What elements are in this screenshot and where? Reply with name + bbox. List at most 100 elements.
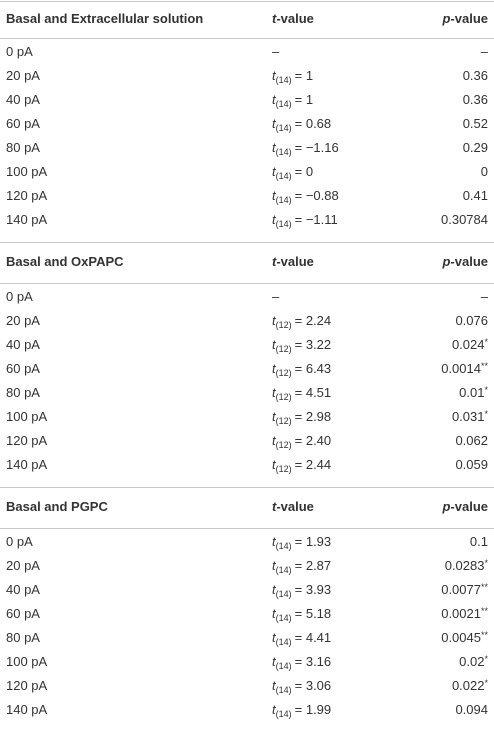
header-cell: t-value [272, 499, 314, 515]
t-statistic: = 1 [294, 92, 314, 107]
p-value: 0.031 [451, 409, 485, 424]
significance: ** [480, 361, 488, 371]
t-statistic: = 0 [294, 164, 314, 179]
t-symbol: t [272, 313, 276, 328]
cell: t(14) = −0.88 [272, 188, 339, 205]
cell: – [481, 289, 488, 305]
t-symbol: t [272, 433, 276, 448]
header-symbol: t [272, 499, 277, 514]
current: 0 pA [6, 289, 33, 304]
t-statistic: = 1.93 [294, 534, 332, 549]
cell: 0 [481, 164, 488, 180]
cell: t(14) = 3.16 [272, 654, 331, 671]
t-statistic: = 5.18 [294, 606, 332, 621]
p-value: 0.02 [459, 654, 485, 669]
t-symbol: t [272, 582, 276, 597]
p-value: 0.0021 [441, 606, 481, 621]
section-title: Basal and Extracellular solution [6, 11, 204, 26]
cell: 0.0014** [441, 361, 488, 377]
t-statistic: = 3.93 [294, 582, 332, 597]
significance: * [484, 558, 488, 568]
cell: t(14) = 3.93 [272, 582, 332, 599]
t-statistic: = −1.16 [294, 140, 339, 155]
degrees-of-freedom: (12) [275, 344, 292, 354]
current: 20 pA [6, 558, 40, 573]
cell: 0.30784 [441, 212, 488, 228]
current: 120 pA [6, 188, 48, 203]
p-value: 0.1 [469, 534, 488, 549]
t-symbol: t [272, 337, 276, 352]
rule [0, 242, 494, 243]
cell: 20 pA [6, 68, 40, 84]
section-title: Basal and OxPAPC [6, 254, 124, 269]
p-value: 0.0045 [441, 630, 481, 645]
t-symbol: t [272, 558, 276, 573]
t-symbol: t [272, 678, 276, 693]
significance: ** [480, 606, 488, 616]
cell: t(12) = 3.22 [272, 337, 332, 354]
t-statistic: = 2.87 [294, 558, 332, 573]
cell: t(12) = 2.24 [272, 313, 332, 330]
header-text: -value [276, 254, 314, 269]
p-value: 0.024 [451, 337, 485, 352]
cell: 0.059 [455, 457, 488, 473]
header-symbol: p [442, 254, 451, 269]
cell: 100 pA [6, 164, 47, 180]
degrees-of-freedom: (12) [275, 320, 292, 330]
current: 80 pA [6, 630, 40, 645]
cell: t(14) = 2.87 [272, 558, 332, 575]
degrees-of-freedom: (14) [275, 661, 292, 671]
cell: t(14) = 5.18 [272, 606, 332, 623]
cell: – [481, 44, 488, 60]
p-value: 0.022 [451, 678, 485, 693]
significance: * [484, 654, 488, 664]
t-statistic: = 2.44 [294, 457, 332, 472]
significance: * [484, 385, 488, 395]
header-cell: p-value [442, 254, 488, 270]
t-symbol: t [272, 534, 276, 549]
header-text: -value [276, 11, 314, 26]
degrees-of-freedom: (14) [275, 709, 292, 719]
t-statistic: = 4.41 [294, 630, 332, 645]
cell: 100 pA [6, 409, 47, 425]
rule [0, 487, 494, 488]
cell: t(14) = 3.06 [272, 678, 331, 695]
t-statistic: = 2.24 [294, 313, 332, 328]
p-value: 0.30784 [441, 212, 488, 227]
degrees-of-freedom: (14) [275, 75, 292, 85]
p-value: 0.062 [455, 433, 488, 448]
cell: 40 pA [6, 92, 40, 108]
current: 0 pA [6, 534, 33, 549]
header-cell: Basal and OxPAPC [6, 254, 124, 270]
significance: * [484, 409, 488, 419]
header-cell: p-value [442, 11, 488, 27]
cell: 60 pA [6, 361, 40, 377]
degrees-of-freedom: (14) [275, 123, 292, 133]
p-value: 0.0283 [444, 558, 485, 573]
cell: 0 pA [6, 289, 33, 305]
cell: 0.094 [455, 702, 488, 718]
cell: t(14) = 1.93 [272, 534, 332, 551]
t-symbol: t [272, 654, 276, 669]
current: 100 pA [6, 164, 48, 179]
p-value: 0.094 [455, 702, 488, 717]
cell: 0.0283* [445, 558, 488, 574]
header-cell: t-value [272, 11, 314, 27]
header-symbol: t [272, 11, 277, 26]
degrees-of-freedom: (14) [275, 613, 292, 623]
p-value: – [480, 289, 488, 304]
cell: 0.0077** [441, 582, 488, 598]
cell: 0.024* [452, 337, 488, 353]
section-title: Basal and PGPC [6, 499, 108, 514]
t-statistic: = 2.40 [294, 433, 332, 448]
p-value: 0.29 [462, 140, 488, 155]
t-statistic: = −0.88 [294, 188, 339, 203]
significance: * [484, 678, 488, 688]
t-statistic: = 3.22 [294, 337, 332, 352]
cell: 0 pA [6, 534, 33, 550]
p-value: 0.41 [462, 188, 488, 203]
degrees-of-freedom: (14) [275, 171, 292, 181]
current: 40 pA [6, 92, 40, 107]
cell: t(14) = 0 [272, 164, 314, 181]
